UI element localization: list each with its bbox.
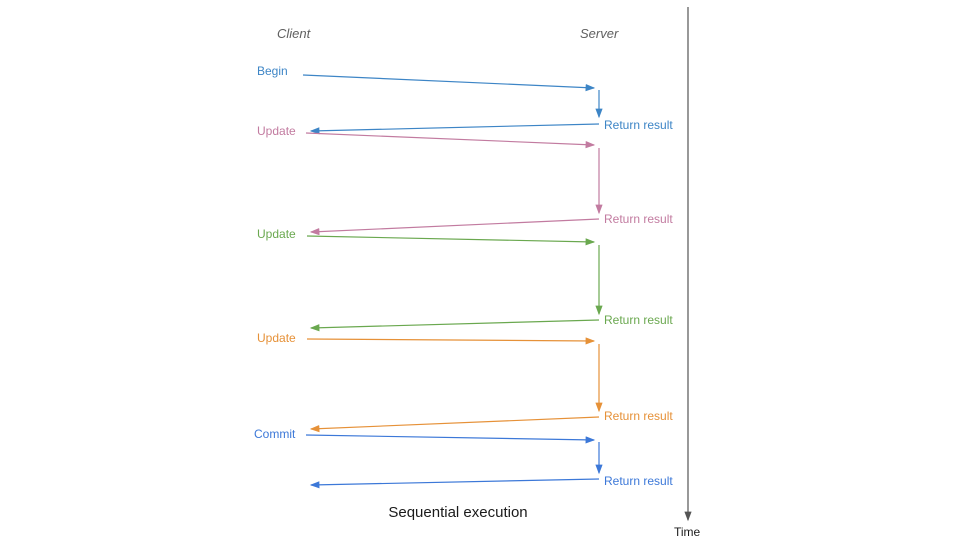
return-arrow [309, 319, 600, 332]
request-arrow [306, 337, 596, 345]
return-arrow [309, 218, 600, 236]
return-arrow [309, 478, 600, 489]
return-arrow [309, 416, 600, 433]
message-label-commit: Commit [254, 427, 296, 441]
message-label-update1: Update [257, 124, 296, 138]
return-result-label: Return result [604, 474, 673, 488]
return-result-label: Return result [604, 409, 673, 423]
diagram-title: Sequential execution [388, 504, 528, 521]
time-axis-label: Time [674, 525, 701, 539]
return-result-label: Return result [604, 212, 673, 226]
request-arrow [306, 235, 596, 246]
request-arrow [305, 434, 596, 444]
return-result-label: Return result [604, 118, 673, 132]
return-arrow [309, 123, 600, 135]
message-label-update3: Update [257, 331, 296, 345]
message-label-update2: Update [257, 227, 296, 241]
request-arrow [305, 132, 596, 149]
server-column-header: Server [580, 26, 619, 41]
client-column-header: Client [277, 26, 311, 41]
request-arrow [302, 74, 596, 92]
message-label-begin: Begin [257, 64, 288, 78]
return-result-label: Return result [604, 313, 673, 327]
